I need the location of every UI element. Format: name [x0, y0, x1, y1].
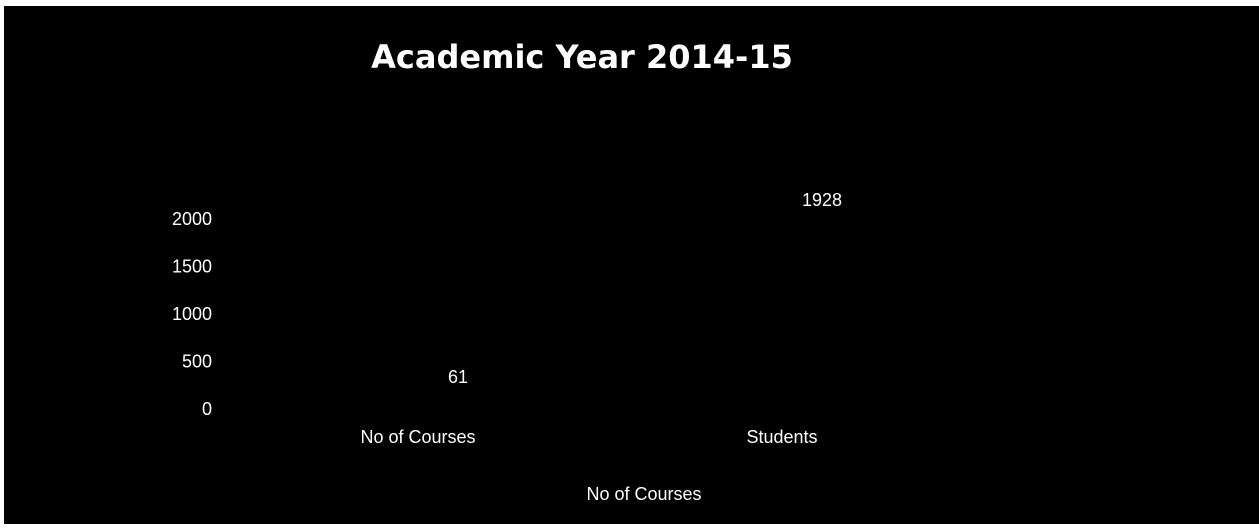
data-labels-group: 61 1928: [448, 190, 842, 387]
y-axis: 0 500 1000 1500 2000: [172, 209, 212, 419]
chart-title: Academic Year 2014-15: [371, 38, 793, 76]
legend-entry: No of Courses: [586, 484, 701, 504]
y-tick-label: 0: [202, 399, 212, 419]
bars-group: [343, 225, 857, 409]
chart-svg: Academic Year 2014-15 0 500 1000 1500 2000 6…: [172, 38, 857, 504]
category-label: Students: [746, 427, 817, 447]
chart-area: Academic Year 2014-15 0 500 1000 1500 2000 6…: [4, 6, 1259, 524]
y-tick-label: 1500: [172, 257, 212, 277]
bar: [707, 225, 857, 409]
y-tick-label: 1000: [172, 304, 212, 324]
y-tick-label: 500: [182, 352, 212, 372]
category-label: No of Courses: [360, 427, 475, 447]
category-axis: No of Courses Students: [360, 427, 817, 447]
data-label: 1928: [802, 190, 842, 210]
bar: [343, 403, 493, 409]
y-tick-label: 2000: [172, 209, 212, 229]
data-label: 61: [448, 367, 468, 387]
